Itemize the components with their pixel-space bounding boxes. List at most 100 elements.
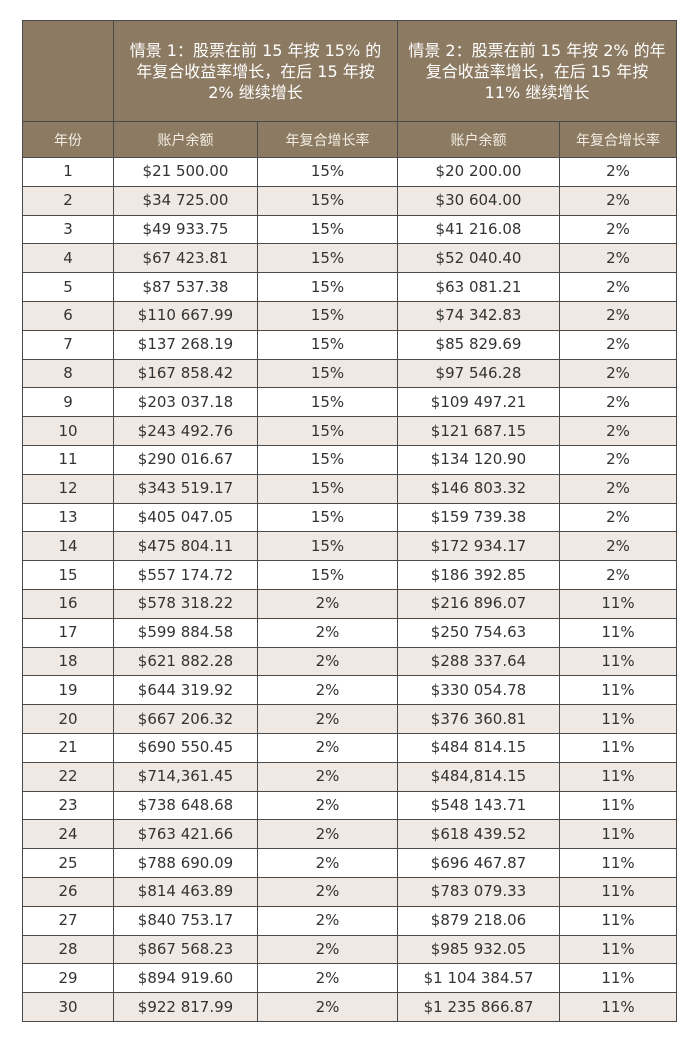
- rate-1-cell: 15%: [257, 329, 398, 360]
- rate-2-cell: 2%: [559, 272, 677, 302]
- rate-2-cell: 11%: [559, 876, 677, 907]
- table-row: 15 $557 174.72 15% $186 392.85 2%: [22, 560, 677, 590]
- balance-1-cell: $840 753.17: [113, 905, 258, 936]
- scenario-comparison-table: 情景 1：股票在前 15 年按 15% 的年复合收益率增长，在后 15 年按 2…: [22, 20, 677, 1022]
- rate-2-cell: 11%: [559, 732, 677, 763]
- balance-1-cell: $137 268.19: [113, 329, 258, 360]
- table-row: 1 $21 500.00 15% $20 200.00 2%: [22, 157, 677, 187]
- balance-1-cell: $21 500.00: [113, 157, 258, 187]
- rate-1-cell: 2%: [257, 963, 398, 994]
- balance-1-cell: $87 537.38: [113, 272, 258, 302]
- balance-1-cell: $788 690.09: [113, 848, 258, 878]
- balance-2-cell: $85 829.69: [397, 329, 560, 360]
- rate-1-cell: 2%: [257, 646, 398, 677]
- table-row: 17 $599 884.58 2% $250 754.63 11%: [22, 617, 677, 648]
- year-cell: 18: [22, 646, 114, 677]
- rate-2-cell: 2%: [559, 157, 677, 187]
- column-header-balance-1: 账户余额: [113, 121, 258, 158]
- rate-2-cell: 11%: [559, 963, 677, 994]
- balance-2-cell: $186 392.85: [397, 560, 560, 590]
- header-corner-cell: [22, 20, 114, 122]
- balance-1-cell: $67 423.81: [113, 243, 258, 274]
- balance-1-cell: $738 648.68: [113, 790, 258, 821]
- rate-1-cell: 2%: [257, 732, 398, 763]
- balance-2-cell: $783 079.33: [397, 876, 560, 907]
- rate-2-cell: 2%: [559, 329, 677, 360]
- rate-1-cell: 15%: [257, 502, 398, 533]
- balance-1-cell: $644 319.92: [113, 675, 258, 706]
- balance-2-cell: $97 546.28: [397, 358, 560, 389]
- table-row: 21 $690 550.45 2% $484 814.15 11%: [22, 732, 677, 763]
- balance-2-cell: $376 360.81: [397, 704, 560, 734]
- column-header-year: 年份: [22, 121, 114, 158]
- table-row: 5 $87 537.38 15% $63 081.21 2%: [22, 272, 677, 302]
- year-cell: 14: [22, 531, 114, 562]
- year-cell: 17: [22, 617, 114, 648]
- year-cell: 15: [22, 560, 114, 590]
- balance-2-cell: $1 104 384.57: [397, 963, 560, 994]
- year-cell: 19: [22, 675, 114, 706]
- rate-2-cell: 2%: [559, 358, 677, 389]
- balance-2-cell: $52 040.40: [397, 243, 560, 274]
- table-row: 13 $405 047.05 15% $159 739.38 2%: [22, 502, 677, 533]
- column-header-rate-1: 年复合增长率: [257, 121, 398, 158]
- balance-1-cell: $894 919.60: [113, 963, 258, 994]
- table-row: 26 $814 463.89 2% $783 079.33 11%: [22, 876, 677, 907]
- column-header-rate-2: 年复合增长率: [559, 121, 677, 158]
- balance-2-cell: $484,814.15: [397, 761, 560, 792]
- balance-2-cell: $330 054.78: [397, 675, 560, 706]
- year-cell: 20: [22, 704, 114, 734]
- rate-1-cell: 2%: [257, 819, 398, 850]
- scenario-1-header: 情景 1：股票在前 15 年按 15% 的年复合收益率增长，在后 15 年按 2…: [113, 20, 398, 122]
- rate-1-cell: 15%: [257, 185, 398, 216]
- balance-2-cell: $250 754.63: [397, 617, 560, 648]
- balance-2-cell: $1 235 866.87: [397, 992, 560, 1022]
- balance-2-cell: $548 143.71: [397, 790, 560, 821]
- year-cell: 24: [22, 819, 114, 850]
- balance-2-cell: $109 497.21: [397, 387, 560, 418]
- rate-2-cell: 11%: [559, 588, 677, 619]
- table-row: 3 $49 933.75 15% $41 216.08 2%: [22, 214, 677, 245]
- scenario-2-header: 情景 2：股票在前 15 年按 2% 的年复合收益率增长，在后 15 年按 11…: [397, 20, 677, 122]
- balance-1-cell: $922 817.99: [113, 992, 258, 1022]
- balance-1-cell: $290 016.67: [113, 444, 258, 475]
- rate-1-cell: 2%: [257, 761, 398, 792]
- year-cell: 25: [22, 848, 114, 878]
- rate-2-cell: 11%: [559, 934, 677, 965]
- rate-2-cell: 11%: [559, 790, 677, 821]
- balance-1-cell: $243 492.76: [113, 416, 258, 446]
- balance-1-cell: $667 206.32: [113, 704, 258, 734]
- balance-2-cell: $134 120.90: [397, 444, 560, 475]
- rate-2-cell: 11%: [559, 905, 677, 936]
- rate-2-cell: 2%: [559, 473, 677, 504]
- year-cell: 9: [22, 387, 114, 418]
- rate-1-cell: 2%: [257, 675, 398, 706]
- balance-2-cell: $41 216.08: [397, 214, 560, 245]
- rate-2-cell: 11%: [559, 761, 677, 792]
- balance-1-cell: $763 421.66: [113, 819, 258, 850]
- rate-1-cell: 2%: [257, 588, 398, 619]
- table-row: 18 $621 882.28 2% $288 337.64 11%: [22, 646, 677, 677]
- rate-1-cell: 2%: [257, 617, 398, 648]
- balance-1-cell: $814 463.89: [113, 876, 258, 907]
- year-cell: 10: [22, 416, 114, 446]
- rate-2-cell: 2%: [559, 444, 677, 475]
- rate-2-cell: 2%: [559, 502, 677, 533]
- year-cell: 2: [22, 185, 114, 216]
- year-cell: 5: [22, 272, 114, 302]
- balance-1-cell: $714,361.45: [113, 761, 258, 792]
- year-cell: 22: [22, 761, 114, 792]
- table-row: 12 $343 519.17 15% $146 803.32 2%: [22, 473, 677, 504]
- table-row: 2 $34 725.00 15% $30 604.00 2%: [22, 185, 677, 216]
- rate-2-cell: 11%: [559, 992, 677, 1022]
- table-row: 25 $788 690.09 2% $696 467.87 11%: [22, 848, 677, 878]
- rate-1-cell: 2%: [257, 992, 398, 1022]
- rate-1-cell: 15%: [257, 416, 398, 446]
- scenario-header-row: 情景 1：股票在前 15 年按 15% 的年复合收益率增长，在后 15 年按 2…: [22, 20, 677, 122]
- rate-2-cell: 2%: [559, 214, 677, 245]
- year-cell: 6: [22, 300, 114, 331]
- year-cell: 13: [22, 502, 114, 533]
- balance-2-cell: $288 337.64: [397, 646, 560, 677]
- year-cell: 1: [22, 157, 114, 187]
- comparison-table-container: 情景 1：股票在前 15 年按 15% 的年复合收益率增长，在后 15 年按 2…: [22, 20, 677, 1022]
